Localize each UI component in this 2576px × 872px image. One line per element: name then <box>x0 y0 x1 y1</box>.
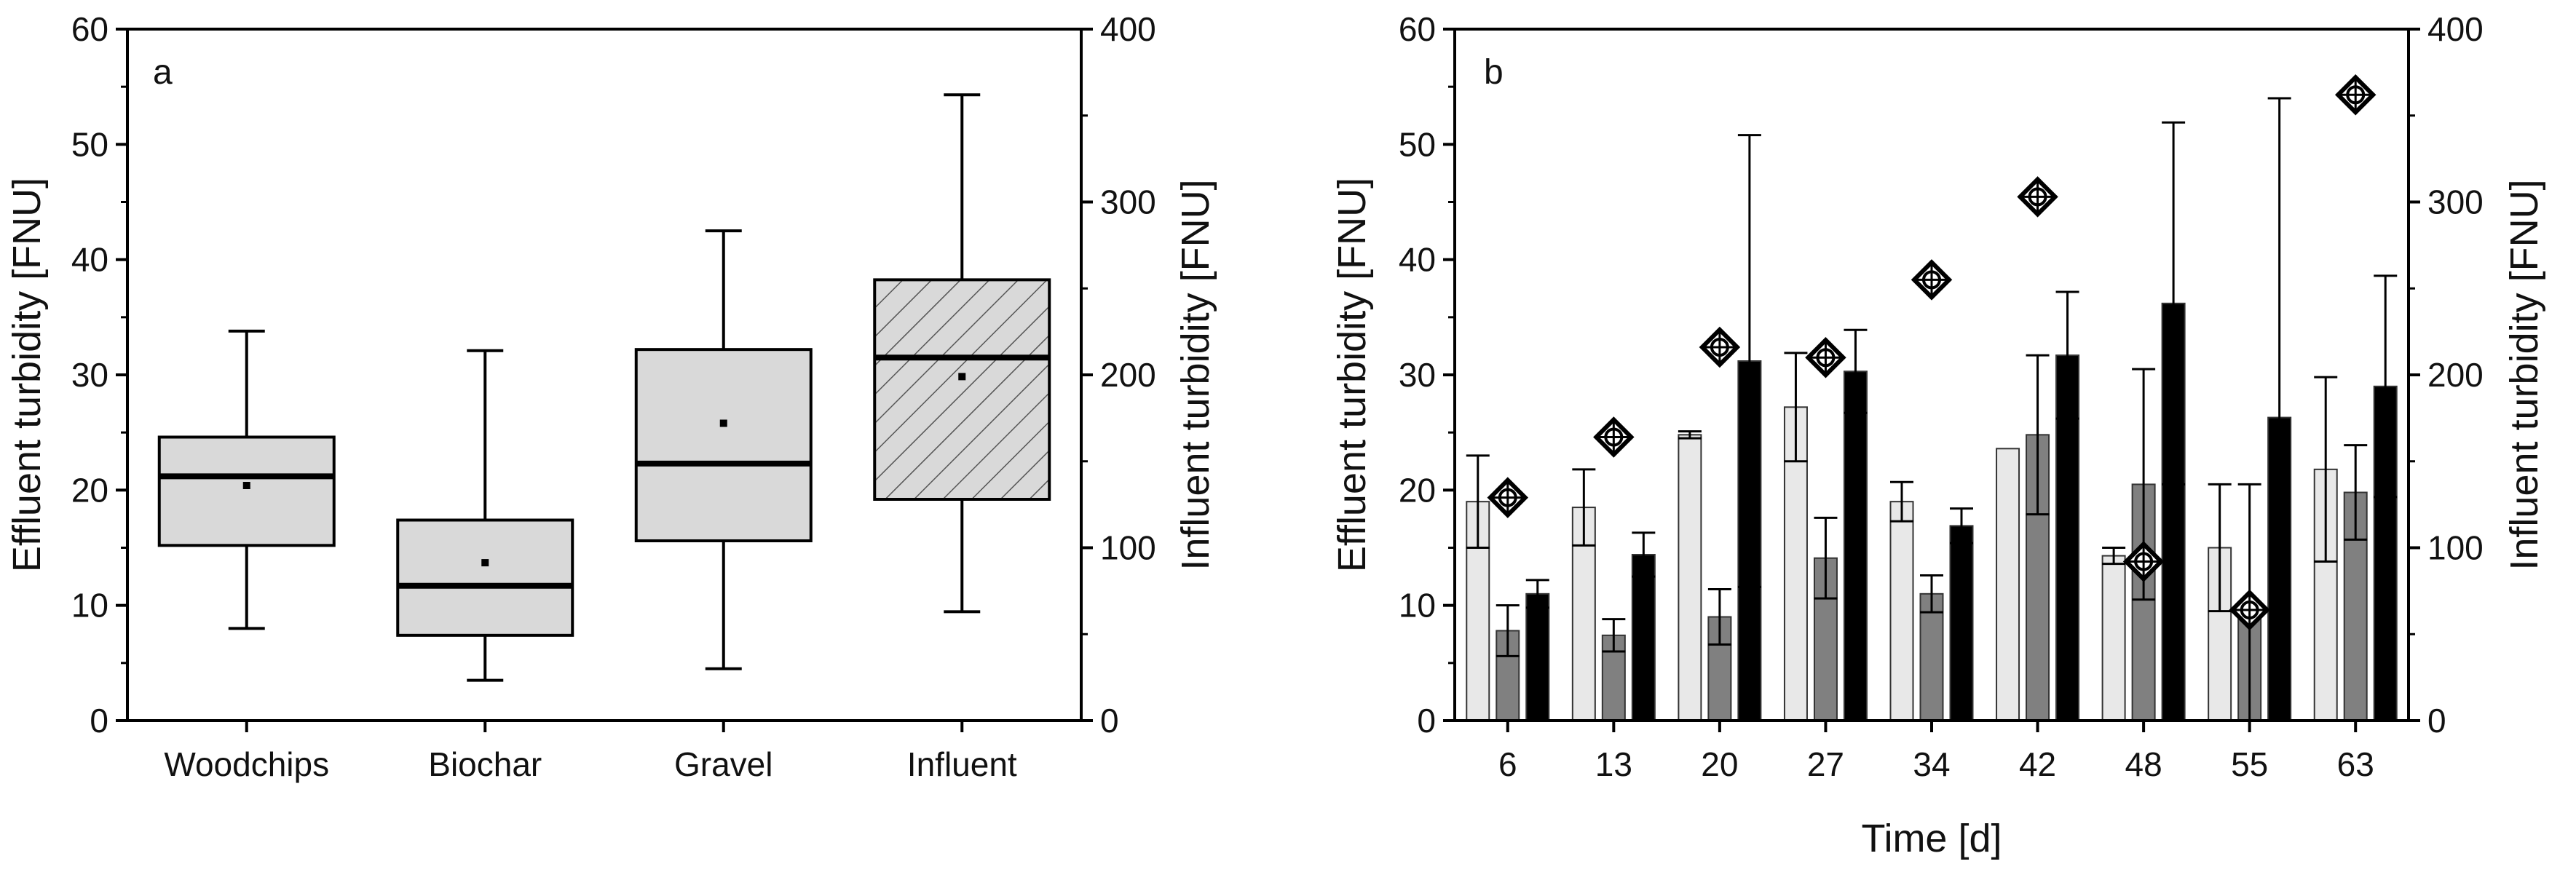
mean-marker <box>958 373 966 381</box>
box-biochar <box>396 349 574 682</box>
panel-b-y2-axis-title: Influent turbidity [FNU] <box>2502 179 2546 570</box>
bar <box>1525 592 1550 721</box>
influent-markers <box>1487 74 2377 631</box>
panel-b-bar-chart: 0 10 20 30 40 50 60 0 100 200 300 400 6 13 20 27 34 42 4… <box>1330 10 2546 860</box>
panel-a-plot-frame <box>126 28 1083 722</box>
box-woodchips <box>157 329 336 630</box>
series-woodchips <box>1466 352 2338 722</box>
x-tick-label: 63 <box>2337 745 2374 783</box>
y-tick-label: 0 <box>90 702 108 740</box>
y-tick-label: 10 <box>71 587 108 625</box>
box-gravel <box>634 229 813 670</box>
panel-b-plot-frame <box>1453 28 2410 722</box>
x-tick-label: Influent <box>907 745 1017 783</box>
x-tick-label: Biochar <box>428 745 542 783</box>
x-tick-label: 42 <box>2019 745 2056 783</box>
mean-marker <box>481 559 489 567</box>
series-gravel <box>1525 97 2398 722</box>
y-tick-label: 40 <box>71 241 108 279</box>
x-tick-label: 6 <box>1498 745 1517 783</box>
panel-a-box-chart: 0 10 20 30 40 50 60 0 100 200 300 400 Woodchips Bio… <box>5 10 1217 783</box>
y-tick-label: 50 <box>1399 125 1436 163</box>
y-tick-label: 60 <box>1399 10 1436 48</box>
y-tick-label: 60 <box>71 10 108 48</box>
panel-a-y2-axis-title: Influent turbidity [FNU] <box>1174 179 1217 570</box>
panel-b-y-axis-title: Effluent turbidity [FNU] <box>1330 178 1374 572</box>
y-tick-label: 40 <box>1399 241 1436 279</box>
x-tick-label: 48 <box>2125 745 2162 783</box>
bar <box>1949 525 1974 722</box>
y-tick-label: 50 <box>71 125 108 163</box>
bar <box>1843 370 1868 721</box>
y2-tick-label: 200 <box>2427 356 2484 394</box>
y2-tick-label: 0 <box>2427 702 2446 740</box>
x-tick-label: 20 <box>1701 745 1738 783</box>
y2-tick-label: 300 <box>1100 183 1156 221</box>
series-biochar <box>1496 354 2368 722</box>
y-tick-label: 30 <box>1399 356 1436 394</box>
y-tick-label: 20 <box>1399 471 1436 509</box>
y-tick-label: 20 <box>71 471 108 509</box>
y2-tick-label: 300 <box>2427 183 2484 221</box>
box-iqr <box>157 435 336 547</box>
bar <box>1889 501 1914 722</box>
bar <box>1996 448 2020 721</box>
box-iqr <box>873 278 1051 501</box>
mean-marker <box>242 482 250 489</box>
panel-b-x-axis-title: Time [d] <box>1861 817 2002 860</box>
x-tick-label: Woodchips <box>164 745 329 783</box>
box-iqr <box>634 348 813 542</box>
panel-a-y-axis-title: Effluent turbidity [FNU] <box>5 178 49 572</box>
panel-b-letter: b <box>1484 53 1504 92</box>
bar <box>2101 555 2126 721</box>
x-tick-label: Gravel <box>674 745 773 783</box>
y2-tick-label: 100 <box>1100 529 1156 567</box>
y-tick-label: 0 <box>1417 702 1436 740</box>
y2-tick-label: 0 <box>1100 702 1119 740</box>
bar <box>1631 554 1656 721</box>
y2-tick-label: 100 <box>2427 529 2484 567</box>
x-tick-label: 13 <box>1595 745 1632 783</box>
mean-marker <box>719 419 727 427</box>
y2-tick-label: 200 <box>1100 356 1156 394</box>
y2-tick-label: 400 <box>1100 10 1156 48</box>
box-influent <box>873 93 1051 614</box>
bar <box>1678 434 1702 721</box>
panel-a-letter: a <box>153 53 173 92</box>
x-tick-label: 27 <box>1807 745 1844 783</box>
box-iqr <box>396 518 574 637</box>
x-tick-label: 34 <box>1913 745 1950 783</box>
x-tick-label: 55 <box>2231 745 2268 783</box>
y-tick-label: 30 <box>71 356 108 394</box>
y-tick-label: 10 <box>1399 587 1436 625</box>
y2-tick-label: 400 <box>2427 10 2484 48</box>
